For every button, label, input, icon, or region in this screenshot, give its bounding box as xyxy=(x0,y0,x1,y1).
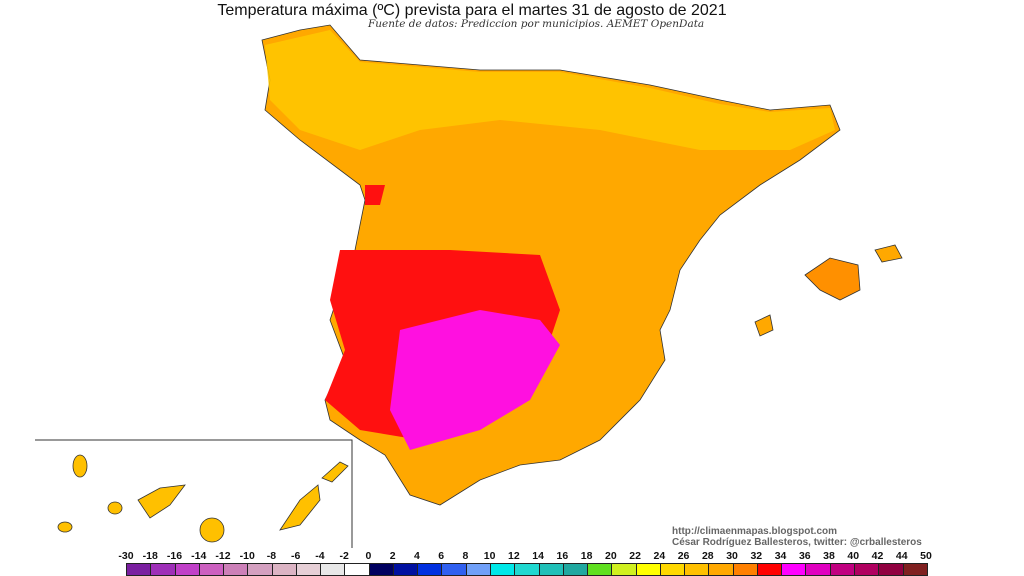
legend-tick-label: 6 xyxy=(438,550,445,562)
legend-tick-label: 8 xyxy=(462,550,469,562)
legend-tick-label: -18 xyxy=(142,550,158,562)
legend-tick-label: 38 xyxy=(823,550,835,562)
legend-tick-label: -4 xyxy=(315,550,325,562)
legend-swatch xyxy=(879,564,904,575)
north-cooler-region xyxy=(265,30,835,150)
legend-tick-label: -16 xyxy=(166,550,183,562)
legend-swatch xyxy=(393,564,419,575)
legend-swatch xyxy=(563,564,589,575)
legend-swatch xyxy=(903,564,927,575)
legend-tick-label: -12 xyxy=(215,550,231,562)
legend-tick-label: -14 xyxy=(191,550,207,562)
legend-tick-label: 14 xyxy=(532,550,544,562)
legend-swatch xyxy=(612,564,637,575)
legend-tick-label: 24 xyxy=(653,550,666,562)
hottest-region xyxy=(390,310,560,450)
legend-tick-label: 30 xyxy=(726,550,738,562)
legend-tick-label: 20 xyxy=(605,550,617,562)
credit-author: César Rodríguez Ballesteros, twitter: @c… xyxy=(672,537,922,548)
legend-tick-label: 42 xyxy=(871,550,884,562)
legend-swatch xyxy=(685,564,710,575)
legend-swatch xyxy=(321,564,346,575)
legend-swatch xyxy=(636,564,661,575)
legend-swatch xyxy=(515,564,540,575)
legend-swatch xyxy=(199,564,225,575)
legend-swatch xyxy=(854,564,880,575)
legend-tick-label: 16 xyxy=(556,550,569,562)
hot-region-west xyxy=(365,185,385,205)
legend-swatch xyxy=(490,564,516,575)
legend-swatch xyxy=(733,564,758,575)
legend-swatch xyxy=(466,564,491,575)
legend-tick-label: 26 xyxy=(677,550,690,562)
legend-swatch xyxy=(127,564,152,575)
legend-swatch xyxy=(248,564,273,575)
legend-tick-label: 22 xyxy=(629,550,641,562)
legend-swatch xyxy=(442,564,467,575)
map-title: Temperatura máxima (ºC) prevista para el… xyxy=(217,2,727,19)
legend-swatch xyxy=(588,564,613,575)
legend-tick-label: 34 xyxy=(774,550,787,562)
legend-tick-label: 12 xyxy=(508,550,520,562)
legend-tick-label: 32 xyxy=(750,550,763,562)
canary-islands xyxy=(57,454,349,543)
legend-swatch xyxy=(224,564,249,575)
legend-swatch xyxy=(806,564,831,575)
legend-swatch xyxy=(418,564,443,575)
legend-swatch xyxy=(151,564,176,575)
legend-tick-label: 50 xyxy=(920,550,932,562)
legend-swatch xyxy=(369,564,394,575)
legend-tick-label: 10 xyxy=(483,550,496,562)
legend-swatch xyxy=(782,564,807,575)
map-subtitle: Fuente de datos: Prediccion por municipi… xyxy=(368,18,705,30)
legend-swatch xyxy=(757,564,783,575)
legend-swatch xyxy=(296,564,322,575)
menorca xyxy=(874,244,903,263)
legend-tick-label: 40 xyxy=(847,550,860,562)
legend-tick-label: -30 xyxy=(118,550,134,562)
legend-swatch xyxy=(830,564,855,575)
legend-tick-label: -2 xyxy=(339,550,349,562)
legend-tick-label: 4 xyxy=(413,550,420,562)
legend-swatch xyxy=(175,564,200,575)
legend-tick-label: -10 xyxy=(239,550,255,562)
legend-swatch xyxy=(272,564,297,575)
legend-swatch xyxy=(539,564,564,575)
credit-url: http://climaenmapas.blogspot.com xyxy=(672,526,838,537)
legend-tick-label: 18 xyxy=(580,550,593,562)
legend-swatch xyxy=(345,564,370,575)
legend-tick-label: -8 xyxy=(266,550,277,562)
legend-swatch xyxy=(660,564,686,575)
ibiza xyxy=(754,314,774,337)
legend-tick-label: 36 xyxy=(798,550,811,562)
legend-ticks: -30 -18 -16 -14 -12 -10 -8 -6 -4 -2 0 2 4 6 8 10 12 14 16 1… xyxy=(118,550,931,562)
canary-inset-frame xyxy=(35,439,353,548)
legend-tick-label: -6 xyxy=(291,550,301,562)
legend-tick-label: 2 xyxy=(389,550,396,562)
legend-swatch xyxy=(709,564,734,575)
mallorca xyxy=(804,257,861,301)
legend-tick-label: 44 xyxy=(895,550,908,562)
legend-tick-label: 0 xyxy=(365,550,372,562)
legend-tick-label: 28 xyxy=(701,550,714,562)
color-legend xyxy=(126,563,928,576)
